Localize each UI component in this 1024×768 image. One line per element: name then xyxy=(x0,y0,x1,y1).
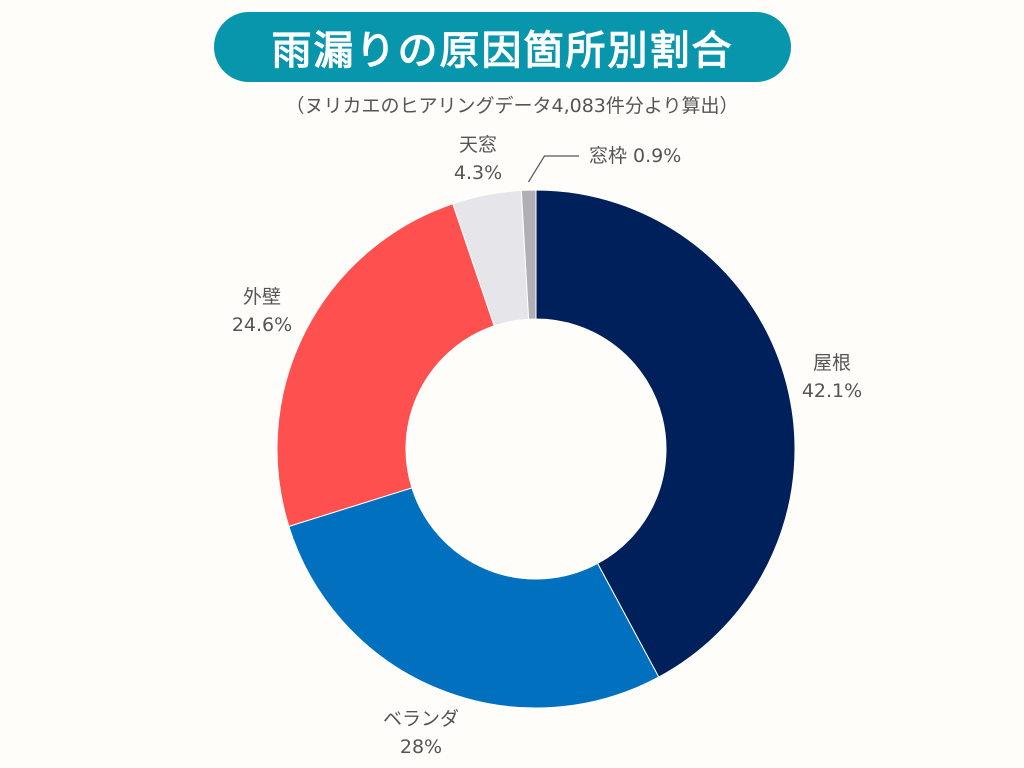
slice-value-1: 42.1% xyxy=(802,380,862,402)
slice-name-4: 天窓 xyxy=(459,134,497,156)
leader-line-5 xyxy=(527,155,579,183)
chart-subtitle: （ヌリカエのヒアリングデータ4,083件分より算出） xyxy=(285,95,739,117)
slice-labels: 屋根 42.1% ベランダ 28% 外壁 24.6% 天窓 4.3% 窓枠 0.9% xyxy=(232,134,862,758)
slice-name-1: 屋根 xyxy=(813,352,851,374)
slice-1 xyxy=(535,189,796,678)
slice-2 xyxy=(288,487,660,709)
donut-slices xyxy=(276,189,796,709)
slice-5 xyxy=(520,189,537,320)
slice-label-5: 窓枠 0.9% xyxy=(589,145,681,167)
slice-value-2: 28% xyxy=(400,736,442,758)
slice-3 xyxy=(276,203,495,528)
leader-lines xyxy=(527,155,579,183)
slice-name-2: ベランダ xyxy=(383,708,459,730)
slice-value-3: 24.6% xyxy=(232,314,292,336)
slice-value-4: 4.3% xyxy=(454,162,502,184)
slice-name-3: 外壁 xyxy=(243,286,281,308)
chart-title: 雨漏りの原因箇所別割合 xyxy=(214,12,791,82)
